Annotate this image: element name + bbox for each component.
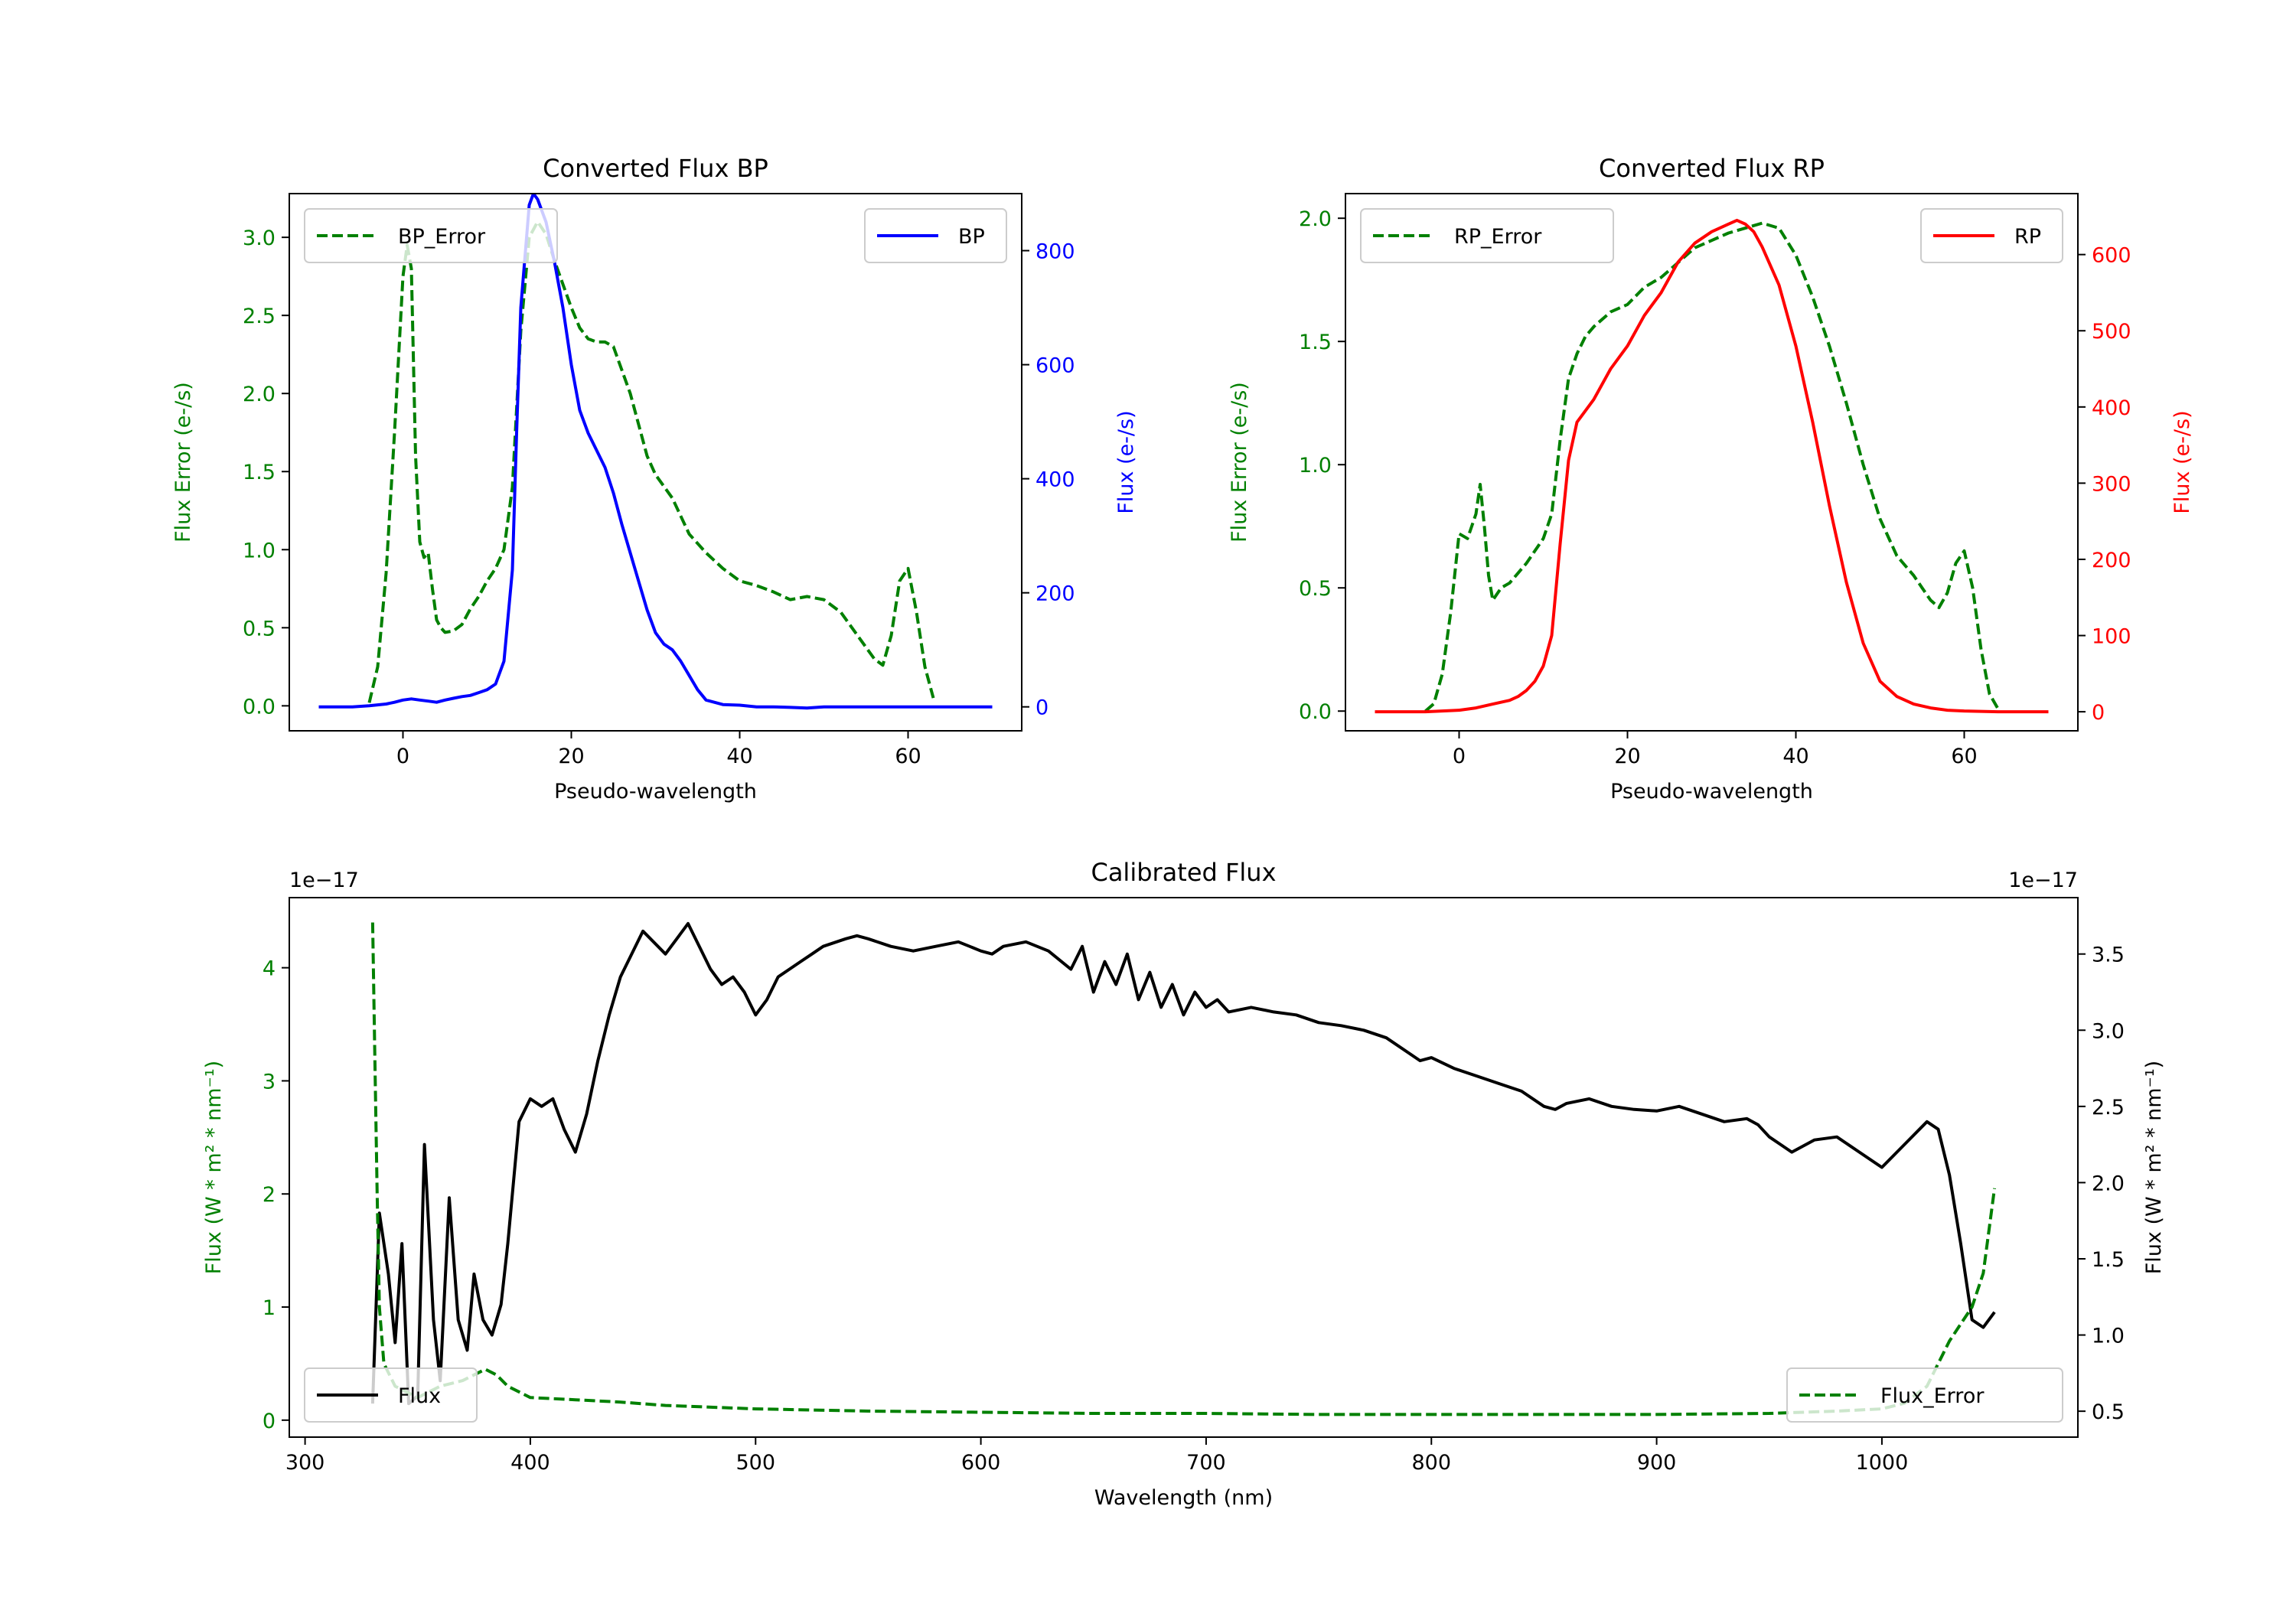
series-line-bp — [318, 194, 993, 710]
y-right-tick-label: 400 — [2092, 396, 2131, 420]
legend-box — [1786, 1367, 2063, 1423]
y-right-tick-label: 600 — [1035, 354, 1075, 378]
y-right-tick-label: 800 — [1035, 240, 1075, 264]
x-tick-label: 40 — [1782, 745, 1808, 768]
x-tick-label: 300 — [285, 1451, 325, 1475]
y-right-tick-label: 3.0 — [2092, 1019, 2125, 1043]
y-right-tick-label: 1.5 — [2092, 1248, 2125, 1272]
rp-y-right-axis-label: Flux (e-/s) — [2170, 410, 2194, 513]
x-tick-label: 60 — [895, 745, 921, 768]
y-left-tick-label: 3 — [263, 1070, 276, 1094]
y-right-tick-label: 1.0 — [2092, 1325, 2125, 1348]
x-tick-label: 800 — [1411, 1451, 1451, 1475]
y-right-tick-label: 600 — [2092, 244, 2131, 268]
rp-series-group — [1375, 218, 2049, 714]
y-left-tick-label: 2 — [263, 1183, 276, 1207]
y-left-tick-label: 1.5 — [243, 461, 276, 484]
y-right-offset-label: 1e−17 — [2008, 869, 2078, 892]
y-right-tick-label: 100 — [2092, 625, 2131, 649]
x-tick-label: 700 — [1186, 1451, 1226, 1475]
legend-label: Flux — [398, 1384, 441, 1408]
y-right-tick-label: 0.5 — [2092, 1400, 2125, 1424]
x-tick-label: 60 — [1951, 745, 1977, 768]
y-left-tick-label: 0.5 — [243, 617, 276, 641]
legend-box — [1360, 208, 1614, 263]
y-right-tick-label: 3.5 — [2092, 944, 2125, 967]
calibrated-panel: 300 400 500 600 700 800 900 1000 0 1 2 3 4 0.5 1.0 1.5 2… — [202, 858, 2166, 1510]
x-tick-label: 20 — [1614, 745, 1640, 768]
series-line-bp-error — [367, 220, 935, 703]
x-tick-label: 900 — [1637, 1451, 1677, 1475]
y-left-tick-label: 2.0 — [243, 383, 276, 406]
series-line-flux — [370, 921, 1996, 1406]
y-right-tick-label: 2.0 — [2092, 1172, 2125, 1195]
legend-rp-error: RP_Error — [1360, 208, 1614, 263]
bp-axes-frame — [289, 193, 1022, 732]
x-tick-label: 40 — [726, 745, 752, 768]
bp-chart-title: Converted Flux BP — [543, 154, 768, 183]
x-tick-label: 0 — [396, 745, 409, 768]
x-tick-label: 1000 — [1856, 1451, 1909, 1475]
y-left-tick-label: 1 — [263, 1296, 276, 1320]
y-right-tick-label: 500 — [2092, 320, 2131, 344]
y-left-tick-label: 1.5 — [1299, 331, 1332, 354]
x-tick-label: 20 — [558, 745, 584, 768]
y-left-offset-label: 1e−17 — [289, 869, 359, 892]
legend-label: Flux_Error — [1880, 1384, 1985, 1408]
y-left-tick-label: 0.0 — [243, 695, 276, 719]
y-left-tick-label: 1.0 — [243, 539, 276, 562]
series-line-rp-error — [1424, 221, 2000, 712]
legend-flux: Flux — [304, 1367, 478, 1423]
y-left-tick-label: 2.5 — [243, 305, 276, 328]
x-tick-label: 0 — [1453, 745, 1466, 768]
rp-y-left-axis-label: Flux Error (e-/s) — [1228, 382, 1251, 543]
legend-label: BP_Error — [398, 225, 486, 249]
cal-y-right-axis-label: Flux (W * m² * nm⁻¹) — [2142, 1061, 2166, 1274]
bp-panel: 0 20 40 60 0.0 0.5 1.0 1.5 2.0 2.5 3.0 0 200 400 600 80… — [171, 154, 1138, 804]
rp-axes-frame — [1345, 193, 2079, 732]
cal-x-axis-label: Wavelength (nm) — [1094, 1486, 1273, 1510]
legend-box — [304, 1367, 478, 1423]
legend-label: RP — [2014, 225, 2041, 249]
rp-panel: 0 20 40 60 0.0 0.5 1.0 1.5 2.0 0 100 200 300 400 500 60… — [1228, 154, 2194, 804]
legend-label: BP — [958, 225, 985, 249]
y-right-tick-label: 200 — [2092, 549, 2131, 572]
bp-y-right-axis-label: Flux (e-/s) — [1114, 410, 1138, 513]
y-left-tick-label: 3.0 — [243, 227, 276, 250]
y-right-tick-label: 300 — [2092, 472, 2131, 496]
rp-chart-title: Converted Flux RP — [1599, 154, 1825, 183]
bp-y-left-axis-label: Flux Error (e-/s) — [171, 382, 195, 543]
y-right-tick-label: 0 — [2092, 701, 2105, 725]
cal-chart-title: Calibrated Flux — [1091, 858, 1276, 887]
legend-bp: BP — [864, 208, 1007, 263]
y-left-tick-label: 1.0 — [1299, 454, 1332, 478]
y-left-tick-label: 0 — [263, 1410, 276, 1433]
x-tick-label: 500 — [735, 1451, 775, 1475]
legend-flux-error: Flux_Error — [1786, 1367, 2063, 1423]
legend-bp-error: BP_Error — [304, 208, 558, 263]
y-left-tick-label: 0.0 — [1299, 700, 1332, 724]
y-right-tick-label: 400 — [1035, 468, 1075, 492]
y-right-tick-label: 0 — [1035, 696, 1049, 720]
bp-x-axis-label: Pseudo-wavelength — [554, 780, 757, 804]
y-left-tick-label: 2.0 — [1299, 207, 1332, 231]
y-right-tick-label: 2.5 — [2092, 1096, 2125, 1120]
series-line-rp — [1375, 218, 2049, 714]
y-right-tick-label: 200 — [1035, 582, 1075, 606]
y-left-tick-label: 0.5 — [1299, 577, 1332, 601]
cal-axes-frame — [289, 897, 2079, 1438]
cal-y-left-axis-label: Flux (W * m² * nm⁻¹) — [202, 1061, 226, 1274]
rp-x-axis-label: Pseudo-wavelength — [1610, 780, 1813, 804]
legend-label: RP_Error — [1454, 225, 1542, 249]
bp-series-group — [318, 194, 993, 710]
legend-box — [304, 208, 558, 263]
y-left-tick-label: 4 — [263, 957, 276, 981]
legend-rp: RP — [1920, 208, 2063, 263]
x-tick-label: 400 — [510, 1451, 550, 1475]
x-tick-label: 600 — [961, 1451, 1001, 1475]
